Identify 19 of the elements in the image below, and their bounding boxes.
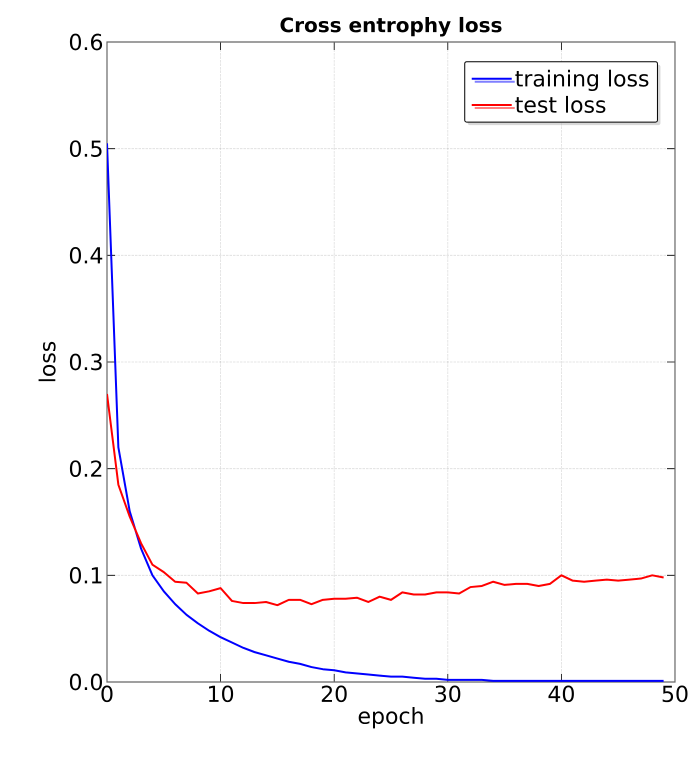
x-tick-label: 30	[435, 686, 460, 702]
x-axis-title: epoch	[358, 707, 423, 728]
legend-label: test loss	[515, 96, 606, 113]
legend-label: training loss	[515, 70, 648, 91]
y-tick-label: 0.0	[70, 674, 102, 690]
y-tick-label: 0.2	[70, 460, 102, 477]
x-tick-label: 0	[101, 686, 113, 702]
x-tick-label: 40	[548, 686, 574, 702]
chart-title: Cross entrophy loss	[280, 16, 502, 36]
line-series	[107, 392, 665, 606]
x-tick-label: 10	[209, 686, 234, 702]
x-tick-label: 20	[322, 686, 347, 702]
y-tick-label: 0.1	[70, 567, 102, 584]
y-tick-label: 0.5	[70, 140, 102, 157]
y-tick-label: 0.4	[70, 247, 102, 264]
y-axis-title: loss	[38, 342, 56, 382]
y-tick-label: 0.6	[70, 34, 102, 50]
y-tick-label: 0.3	[70, 354, 102, 370]
x-tick-label: 50	[662, 686, 688, 702]
